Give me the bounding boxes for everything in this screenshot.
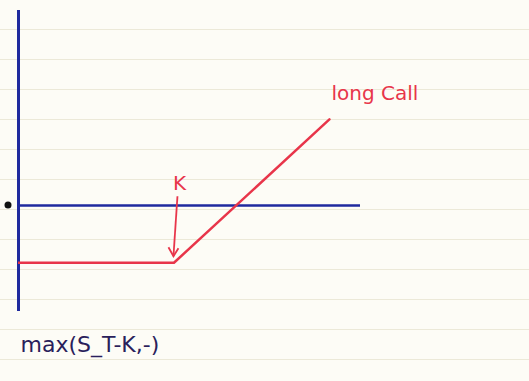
svg-text:long Call: long Call: [331, 81, 418, 105]
svg-text:max(S_T-K,-): max(S_T-K,-): [21, 332, 160, 358]
svg-text:K: K: [173, 171, 187, 195]
